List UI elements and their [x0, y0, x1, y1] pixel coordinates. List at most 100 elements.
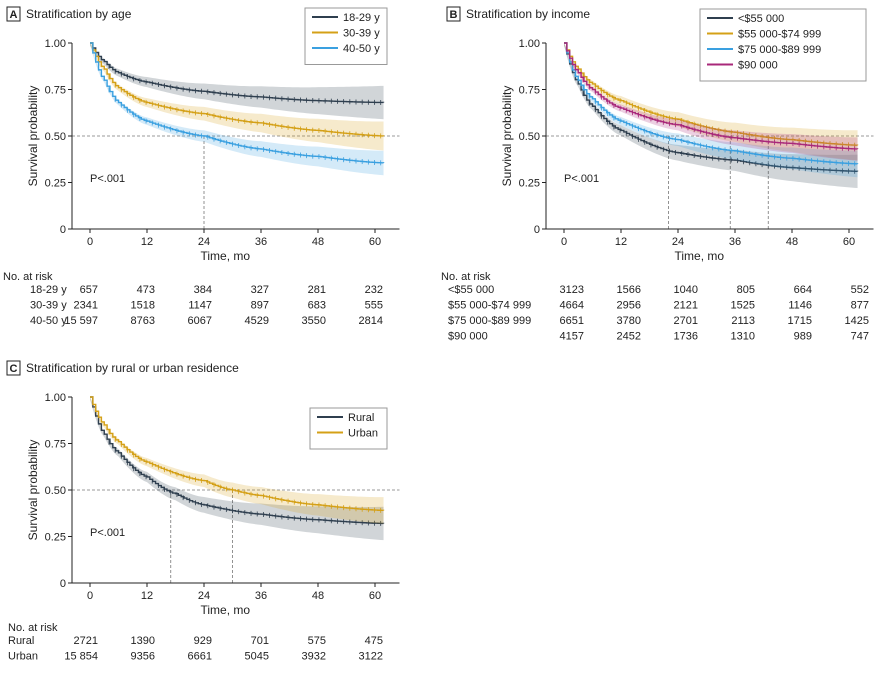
risk-count: 1566	[617, 284, 641, 296]
x-tick-label: 12	[141, 236, 153, 248]
risk-count: 475	[365, 635, 383, 647]
risk-count: 2121	[674, 300, 698, 312]
risk-count: 683	[308, 300, 326, 312]
risk-count: 747	[851, 331, 869, 343]
risk-count: 1040	[674, 284, 698, 296]
survival-curve	[564, 42, 859, 146]
y-tick-label: 0	[534, 224, 540, 236]
risk-count: 3122	[359, 651, 383, 663]
risk-count: 2956	[617, 300, 641, 312]
y-tick-label: 0	[60, 224, 66, 236]
x-tick-label: 36	[255, 590, 267, 602]
risk-table-label: No. at risk	[3, 271, 53, 283]
y-tick-label: 0.75	[519, 85, 540, 97]
risk-count: 1525	[731, 300, 755, 312]
risk-count: 877	[851, 300, 869, 312]
x-axis-label: Time, mo	[674, 249, 724, 263]
risk-count: 657	[80, 284, 98, 296]
panel-c: C Stratification by rural or urban reside…	[6, 360, 400, 663]
x-tick-label: 0	[87, 590, 93, 602]
y-tick-label: 1.00	[45, 38, 66, 50]
risk-count: 1736	[674, 331, 698, 343]
risk-count: 1310	[731, 331, 755, 343]
risk-count: 8763	[131, 315, 155, 327]
risk-count: 4529	[245, 315, 269, 327]
x-tick-label: 24	[198, 590, 210, 602]
confidence-band	[564, 43, 858, 189]
survival-curve	[90, 42, 385, 104]
panel-title: Stratification by age	[26, 7, 132, 21]
legend-label: $90 000	[738, 60, 778, 72]
risk-count: 575	[308, 635, 326, 647]
risk-count: 232	[365, 284, 383, 296]
legend-label: $75 000-$89 999	[738, 44, 821, 56]
x-axis-label: Time, mo	[200, 249, 250, 263]
risk-count: 2113	[731, 315, 755, 327]
risk-count: 2721	[74, 635, 98, 647]
risk-count: 2452	[617, 331, 641, 343]
y-tick-label: 0.25	[45, 532, 66, 544]
survival-curve	[564, 42, 859, 165]
risk-table-label: No. at risk	[441, 271, 491, 283]
risk-count: 1425	[845, 315, 869, 327]
risk-count: 3123	[560, 284, 584, 296]
x-tick-label: 48	[312, 236, 324, 248]
risk-count: 6651	[560, 315, 584, 327]
survival-curve	[564, 42, 859, 150]
x-tick-label: 24	[198, 236, 210, 248]
risk-count: 4664	[560, 300, 584, 312]
panel-letter-box	[6, 6, 21, 22]
panel-letter: A	[10, 9, 18, 21]
legend-label: $55 000-$74 999	[738, 29, 821, 41]
risk-count: 701	[251, 635, 269, 647]
panel-letter: C	[10, 363, 18, 375]
x-tick-label: 48	[312, 590, 324, 602]
legend-label: 40-50 y	[343, 43, 380, 55]
y-axis-label: Survival probability	[26, 86, 40, 187]
survival-curve	[564, 42, 859, 172]
risk-count: 552	[851, 284, 869, 296]
risk-table-label: No. at risk	[8, 622, 58, 634]
risk-row-name: Rural	[8, 635, 34, 647]
y-tick-label: 0.50	[519, 131, 540, 143]
y-tick-label: 1.00	[45, 392, 66, 404]
y-tick-label: 0.75	[45, 439, 66, 451]
risk-count: 929	[194, 635, 212, 647]
risk-count: 15 854	[64, 651, 98, 663]
risk-count: 327	[251, 284, 269, 296]
x-tick-label: 48	[786, 236, 798, 248]
legend-box	[699, 8, 867, 82]
legend-label: 18-29 y	[343, 12, 380, 24]
risk-count: 1518	[131, 300, 155, 312]
y-tick-label: 1.00	[519, 38, 540, 50]
confidence-band	[90, 43, 384, 151]
panel-b: B Stratification by income 0 0.25 0.50 0.75 1.…	[441, 6, 874, 343]
survival-curve	[90, 42, 385, 137]
risk-row-name: $55 000-$74 999	[448, 300, 531, 312]
confidence-band	[564, 43, 858, 161]
risk-row-name: $75 000-$89 999	[448, 315, 531, 327]
x-tick-label: 0	[561, 236, 567, 248]
risk-row-name: 40-50 y	[30, 315, 67, 327]
legend-label: <$55 000	[738, 13, 784, 25]
risk-count: 2814	[359, 315, 383, 327]
legend-label: Rural	[348, 412, 374, 424]
risk-count: 6067	[188, 315, 212, 327]
y-tick-label: 0.50	[45, 485, 66, 497]
y-tick-label: 0.25	[45, 178, 66, 190]
risk-count: 3932	[302, 651, 326, 663]
risk-count: 664	[794, 284, 812, 296]
risk-row-name: <$55 000	[448, 284, 494, 296]
x-tick-label: 12	[615, 236, 627, 248]
legend-label: Urban	[348, 428, 378, 440]
x-tick-label: 36	[255, 236, 267, 248]
x-tick-label: 60	[369, 236, 381, 248]
x-tick-label: 24	[672, 236, 684, 248]
risk-count: 5045	[245, 651, 269, 663]
legend-box	[309, 407, 388, 450]
survival-curve	[90, 396, 385, 525]
y-tick-label: 0.50	[45, 131, 66, 143]
risk-count: 897	[251, 300, 269, 312]
risk-count: 1146	[788, 300, 812, 312]
